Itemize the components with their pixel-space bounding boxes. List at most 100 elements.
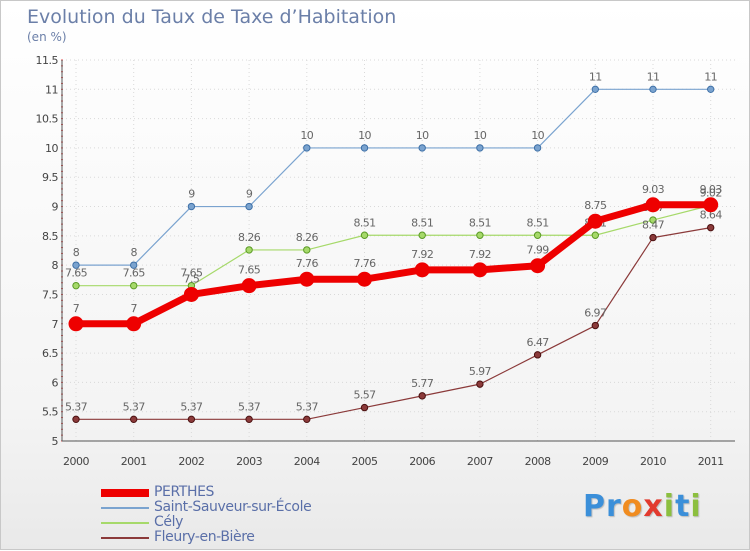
data-label: 10 xyxy=(531,129,544,142)
data-point xyxy=(241,278,257,294)
data-point xyxy=(187,415,196,424)
data-label: 7.76 xyxy=(353,257,376,270)
y-tick-label: 11 xyxy=(45,83,58,96)
legend-label: PERTHES xyxy=(154,484,215,500)
data-label: 5.77 xyxy=(411,377,434,390)
data-point xyxy=(591,231,599,239)
data-label: 11 xyxy=(704,70,717,83)
data-point xyxy=(72,415,80,424)
data-label: 9.02 xyxy=(700,186,722,199)
data-label: 5.37 xyxy=(65,400,88,413)
y-tick-label: 7 xyxy=(52,318,59,331)
data-label: 7.65 xyxy=(238,264,261,277)
logo-letter: o xyxy=(621,489,644,524)
y-tick-label: 9.5 xyxy=(42,171,58,184)
x-tick-label: 2011 xyxy=(698,455,724,468)
data-label: 5.97 xyxy=(469,365,492,378)
data-point xyxy=(360,231,369,239)
y-tick-label: 10 xyxy=(45,142,58,155)
data-point xyxy=(533,144,542,152)
data-label: 8.26 xyxy=(296,231,319,244)
proxiti-logo: Proxiti xyxy=(583,489,702,524)
data-point xyxy=(649,85,657,94)
data-label: 7.65 xyxy=(65,267,88,280)
x-tick-label: 2003 xyxy=(236,455,262,468)
series-line-0 xyxy=(76,201,711,328)
legend-label: Cély xyxy=(154,514,183,530)
data-point xyxy=(476,231,484,239)
data-point xyxy=(476,380,484,388)
y-tick-label: 5 xyxy=(52,435,59,448)
data-label: 9.03 xyxy=(700,183,723,196)
data-label: 7.92 xyxy=(469,248,491,261)
data-point xyxy=(414,262,430,278)
data-point xyxy=(591,85,599,94)
data-point xyxy=(360,144,369,152)
data-point xyxy=(707,85,715,94)
data-point xyxy=(649,233,657,242)
data-point xyxy=(476,144,484,152)
data-label: 7 xyxy=(130,302,137,315)
x-tick-label: 2001 xyxy=(121,455,147,468)
data-label: 10 xyxy=(358,129,371,142)
data-label: 10 xyxy=(300,129,313,142)
data-label: 5.37 xyxy=(238,400,261,413)
x-tick-label: 2002 xyxy=(178,455,204,468)
legend-swatch xyxy=(101,488,149,497)
data-label: 7.76 xyxy=(296,257,319,270)
y-tick-label: 8 xyxy=(52,259,59,272)
data-label: 11 xyxy=(589,70,602,83)
data-point xyxy=(649,216,657,224)
logo-letter: i xyxy=(663,489,676,524)
data-label: 7.92 xyxy=(411,248,433,261)
series-line-3 xyxy=(76,227,711,420)
data-point xyxy=(530,258,546,274)
data-label: 8.51 xyxy=(527,216,549,229)
x-tick-label: 2000 xyxy=(63,455,89,468)
data-point xyxy=(703,197,719,213)
data-point xyxy=(591,321,599,330)
y-tick-label: 6.5 xyxy=(42,347,58,360)
logo-letter: x xyxy=(643,489,664,524)
chart-title: Evolution du Taux de Taxe d’Habitation xyxy=(27,6,397,28)
data-label: 5.37 xyxy=(296,400,319,413)
y-tick-label: 11.5 xyxy=(36,54,59,67)
y-tick-label: 5.5 xyxy=(42,406,58,419)
data-label: 9 xyxy=(246,188,253,201)
data-point xyxy=(418,144,426,152)
data-label: 8.47 xyxy=(642,219,665,232)
y-tick-label: 8.5 xyxy=(42,230,58,243)
legend-label: Saint-Sauveur-sur-École xyxy=(154,499,312,515)
data-point xyxy=(418,392,426,400)
data-point xyxy=(130,415,138,424)
data-label: 6.47 xyxy=(527,336,550,349)
data-label: 5.57 xyxy=(353,389,376,402)
y-tick-label: 6 xyxy=(52,376,59,389)
x-tick-label: 2009 xyxy=(582,455,608,468)
legend-swatch xyxy=(101,506,149,509)
data-label: 7.65 xyxy=(123,267,146,280)
data-label: 6.97 xyxy=(584,307,607,320)
data-point xyxy=(245,415,253,424)
data-point xyxy=(245,202,253,211)
y-tick-label: 9 xyxy=(52,201,59,214)
data-point xyxy=(360,403,369,412)
data-label: 10 xyxy=(416,129,429,142)
data-point xyxy=(533,351,542,359)
logo-letter: t xyxy=(675,489,691,524)
data-point xyxy=(357,271,372,287)
data-point xyxy=(72,261,80,269)
data-point xyxy=(68,316,84,332)
data-point xyxy=(245,246,253,254)
data-point xyxy=(645,197,661,213)
x-tick-label: 2004 xyxy=(294,455,320,468)
data-label: 7.5 xyxy=(184,272,200,285)
data-label: 5.37 xyxy=(180,400,203,413)
data-point xyxy=(587,213,603,229)
data-label: 8.51 xyxy=(469,216,491,229)
y-tick-label: 10.5 xyxy=(36,113,59,126)
data-label: 8.75 xyxy=(584,199,607,212)
series-line-1 xyxy=(76,88,711,266)
